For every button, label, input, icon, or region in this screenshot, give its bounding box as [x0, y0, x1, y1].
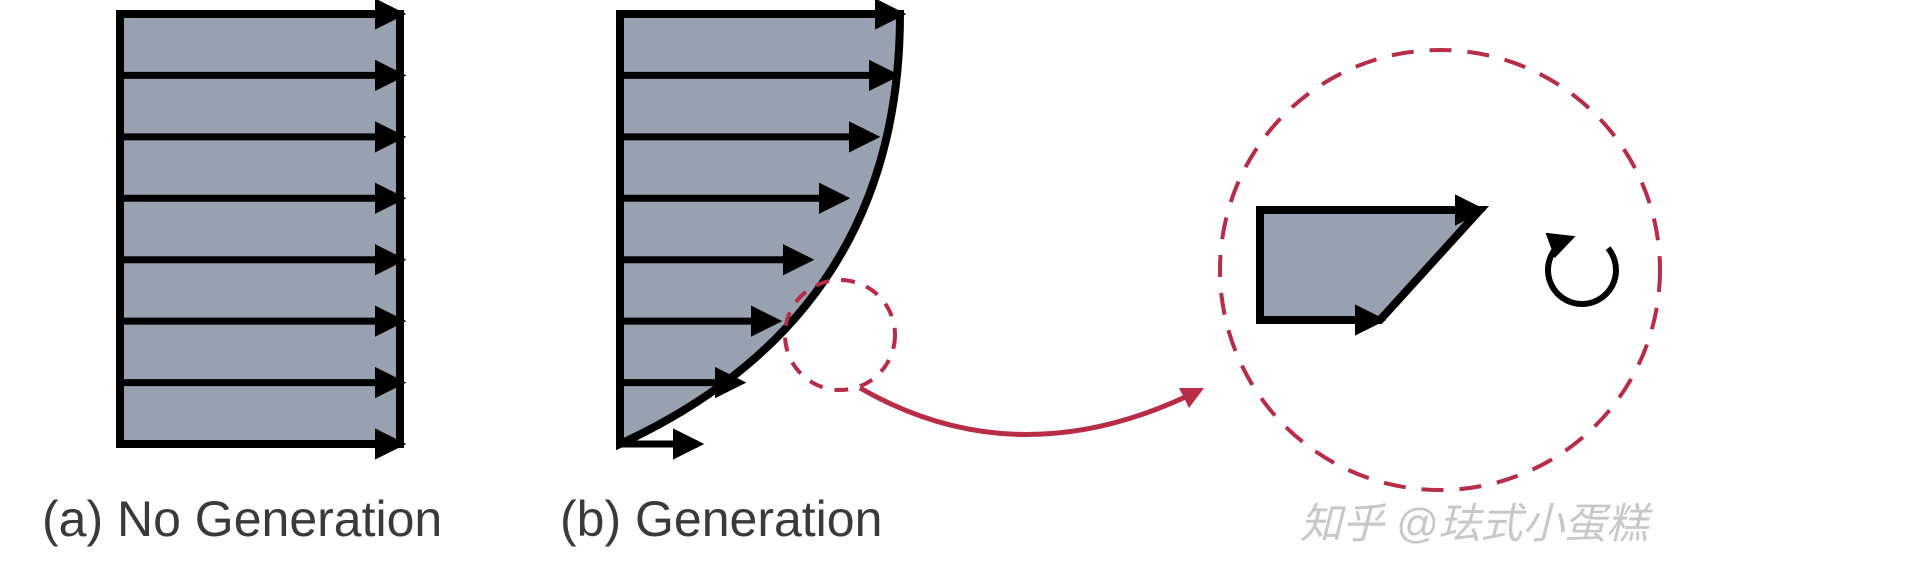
rotation-icon: [1548, 238, 1616, 304]
callout-arrow: [860, 388, 1200, 435]
watermark: 知乎 @珐式小蛋糕: [1300, 490, 1648, 551]
caption-a: (a) No Generation: [42, 490, 442, 548]
highlight-circle: [785, 280, 895, 390]
caption-b: (b) Generation: [560, 490, 882, 548]
diagram-canvas: (a) No Generation (b) Generation 知乎 @珐式小…: [0, 0, 1906, 578]
detail-wedge: [1260, 210, 1480, 320]
